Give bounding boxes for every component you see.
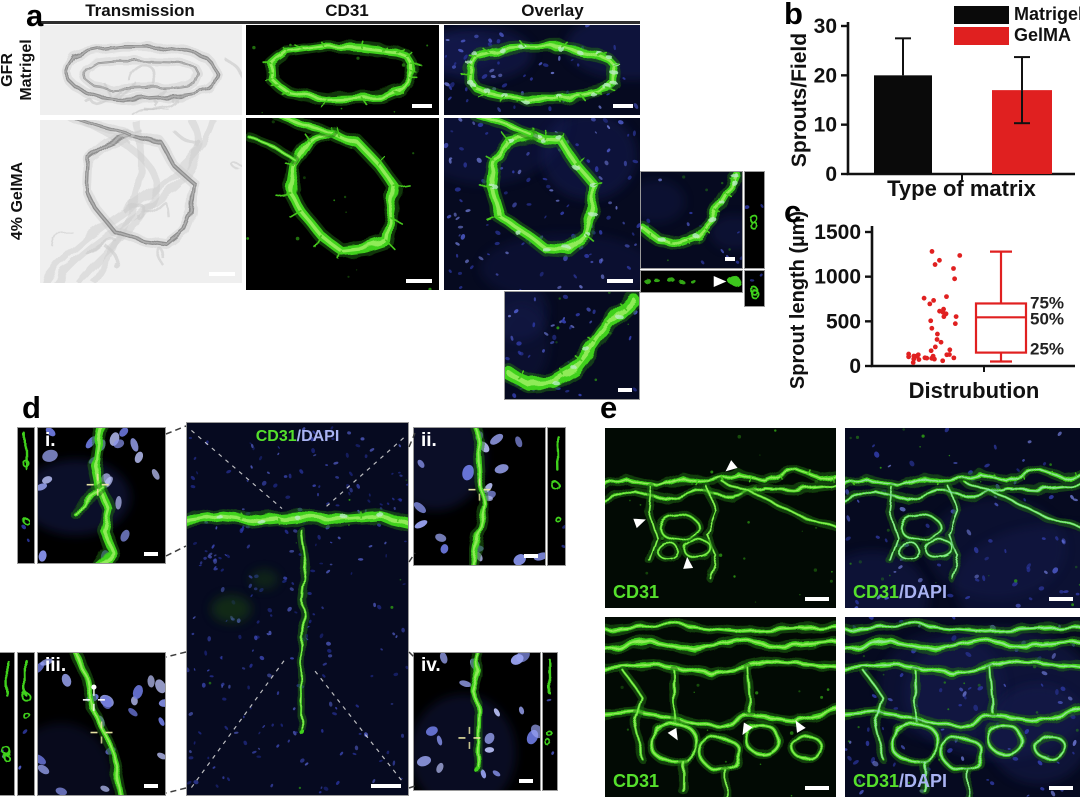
micrograph-e4-cd31-dapi: CD31/DAPI <box>845 617 1080 797</box>
svg-text:1500: 1500 <box>814 221 861 244</box>
svg-text:50%: 50% <box>1030 309 1064 328</box>
scale-bar <box>524 554 538 558</box>
svg-text:GelMA: GelMA <box>1014 25 1071 45</box>
panel-a-label: a <box>26 0 44 33</box>
micrograph-gelma-overlay <box>444 118 640 290</box>
scale-bar <box>209 272 235 276</box>
row-label-4pct-gelma: 4% GelMA <box>6 156 28 246</box>
orthogonal-strip-bottom <box>640 270 743 293</box>
stain-label-e2: CD31/DAPI <box>853 583 947 601</box>
orthogonal-strip-corner <box>744 270 765 307</box>
micrograph-matrigel-cd31 <box>246 25 439 115</box>
inset-label-iv: iv. <box>421 655 441 676</box>
scale-bar <box>613 104 633 108</box>
svg-text:0: 0 <box>849 355 861 378</box>
micrograph-d-center: CD31/DAPI <box>186 422 409 796</box>
micrograph-gelma-transmission <box>40 120 242 283</box>
cd31-label: CD31 <box>613 582 660 602</box>
stain-label-e1: CD31 <box>613 583 659 601</box>
orthogonal-strip-iv <box>542 652 558 791</box>
row-label-line: GFR <box>0 53 16 87</box>
scale-bar <box>618 388 632 392</box>
stain-label-e3: CD31 <box>613 772 659 790</box>
scale-bar <box>805 786 829 790</box>
micrograph-e3-cd31: CD31 <box>605 617 836 797</box>
cd31-label: CD31 <box>255 428 297 445</box>
svg-text:10: 10 <box>814 114 837 137</box>
scale-bar <box>1049 786 1073 790</box>
micrograph-gelma-cd31 <box>246 118 439 290</box>
micrograph-inset-i: i. <box>37 427 166 564</box>
svg-text:500: 500 <box>826 310 861 333</box>
svg-text:1000: 1000 <box>814 266 861 289</box>
column-header-overlay: Overlay <box>521 1 584 20</box>
svg-text:0: 0 <box>825 163 837 186</box>
micrograph-inset-ii: ii. <box>413 427 546 566</box>
svg-text:Type of matrix: Type of matrix <box>887 176 1037 200</box>
column-header-transmission: Transmission <box>85 1 195 20</box>
scale-bar <box>371 784 401 788</box>
svg-text:75%: 75% <box>1030 293 1064 312</box>
svg-text:25%: 25% <box>1030 340 1064 359</box>
inset-label-ii: ii. <box>421 430 437 451</box>
panel-d-label: d <box>22 390 41 425</box>
orthogonal-strip-iii-b <box>17 652 35 796</box>
svg-text:Matrigel: Matrigel <box>1014 4 1080 24</box>
svg-text:Sprout length (µm): Sprout length (µm) <box>788 211 809 389</box>
column-header-cd31: CD31 <box>325 1 369 20</box>
scale-bar <box>805 597 829 601</box>
micrograph-matrigel-overlay <box>444 25 640 115</box>
stain-label-cd31-dapi: CD31/DAPI <box>256 429 340 445</box>
row-label-line: 4% GelMA <box>8 161 26 241</box>
panel-e-label: e <box>600 390 618 425</box>
cd31-label: CD31 <box>613 771 660 791</box>
scale-bar <box>1049 597 1073 601</box>
micrograph-orthogonal-main <box>640 171 743 269</box>
cd31-label: CD31 <box>853 582 900 602</box>
scale-bar <box>406 279 432 283</box>
svg-text:20: 20 <box>814 64 837 87</box>
orthogonal-strip-i <box>17 427 35 564</box>
orthogonal-strip-right <box>744 171 765 269</box>
inset-label-i: i. <box>45 430 56 451</box>
row-label-line: Matrigel <box>18 39 35 101</box>
panel-c-label: c <box>784 194 802 229</box>
inset-label-iii: iii. <box>45 655 67 676</box>
cd31-label: CD31 <box>853 771 900 791</box>
svg-text:Sprouts/Field: Sprouts/Field <box>788 33 811 167</box>
micrograph-gelma-overlay-inset <box>504 291 640 400</box>
scale-bar <box>607 279 633 283</box>
micrograph-e1-cd31: CD31 <box>605 428 836 608</box>
micrograph-e2-cd31-dapi: CD31/DAPI <box>845 428 1080 608</box>
dapi-label: /DAPI <box>899 582 948 602</box>
panel-b-label: b <box>784 0 803 31</box>
micrograph-matrigel-transmission <box>40 25 242 115</box>
svg-text:30: 30 <box>814 15 837 38</box>
orthogonal-strip-ii <box>547 427 566 566</box>
scale-bar <box>725 257 735 261</box>
svg-text:Distrubution: Distrubution <box>909 378 1040 403</box>
scale-bar <box>412 104 432 108</box>
scale-bar <box>144 552 158 556</box>
micrograph-inset-iv: iv. <box>413 652 541 791</box>
orthogonal-strip-iii-a <box>0 652 15 796</box>
stain-label-e4: CD31/DAPI <box>853 772 947 790</box>
scale-bar <box>519 779 533 783</box>
header-underline <box>40 21 640 24</box>
micrograph-inset-iii: iii. <box>37 652 166 796</box>
scale-bar <box>144 784 158 788</box>
row-label-gfr-matrigel: GFR Matrigel <box>0 25 37 115</box>
dapi-label: /DAPI <box>296 428 340 445</box>
dapi-label: /DAPI <box>899 771 948 791</box>
